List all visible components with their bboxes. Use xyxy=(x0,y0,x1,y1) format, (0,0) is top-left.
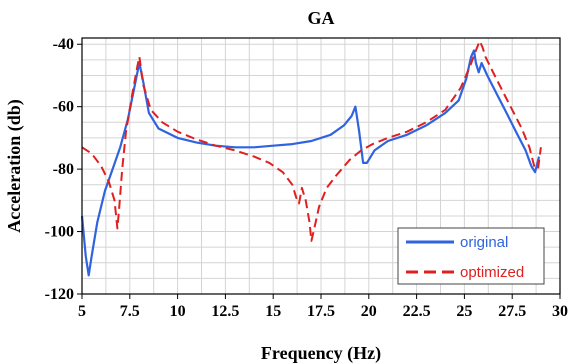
x-tick-label: 25 xyxy=(456,303,472,320)
y-tick-label: -80 xyxy=(53,161,74,178)
y-axis-label: Acceleration (db) xyxy=(4,99,25,232)
x-tick-label: 27.5 xyxy=(498,303,526,320)
x-tick-label: 30 xyxy=(552,303,568,320)
y-tick-label: -100 xyxy=(45,224,74,241)
x-tick-label: 20 xyxy=(361,303,377,320)
x-tick-label: 10 xyxy=(170,303,186,320)
x-tick-label: 7.5 xyxy=(120,303,140,320)
legend-box xyxy=(397,227,545,285)
axis-ticks: 5 7.5 10 12.5 15 17.5 20 22.5 25 27.5 30 -40 -60 -80 -… xyxy=(45,36,568,320)
x-tick-label: 17.5 xyxy=(307,303,335,320)
plot-series xyxy=(80,40,542,277)
x-axis-label: Frequency (Hz) xyxy=(261,343,381,364)
x-tick-label: 15 xyxy=(265,303,281,320)
x-tick-label: 22.5 xyxy=(403,303,431,320)
legend: original optimized xyxy=(397,227,545,285)
series-line-optimized xyxy=(81,40,542,242)
legend-label-original: original xyxy=(460,234,508,251)
chart-title: GA xyxy=(308,8,335,28)
x-tick-label: 12.5 xyxy=(211,303,239,320)
legend-label-optimized: optimized xyxy=(460,264,524,281)
y-tick-label: -60 xyxy=(53,99,74,116)
x-tick-label: 5 xyxy=(78,303,86,320)
y-tick-label: -120 xyxy=(45,286,74,303)
y-tick-label: -40 xyxy=(53,36,74,53)
series-line-original xyxy=(80,49,541,277)
